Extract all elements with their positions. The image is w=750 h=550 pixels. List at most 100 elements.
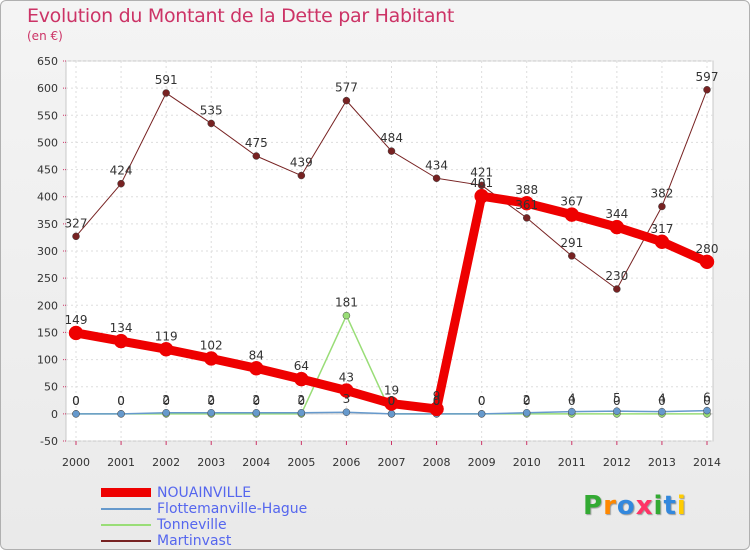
logo-letter: r [603,491,617,521]
legend-swatch [101,524,151,526]
data-label: 535 [200,103,223,117]
data-label: 0 [478,394,486,408]
data-label: 134 [110,321,133,335]
y-tick-label: 150 [37,326,58,339]
data-label: 181 [335,296,358,310]
logo-letter: x [635,491,654,521]
data-point-nouainville [564,207,580,222]
data-label: 421 [470,165,493,179]
logo-letter: P [583,491,604,521]
data-label: 439 [290,156,313,170]
proxiti-logo: Proxiti [583,491,687,521]
data-label: 102 [200,338,223,352]
data-point-martinvast [252,152,261,160]
y-tick-label: 450 [37,164,58,177]
data-point-martinvast [297,171,306,180]
logo-letter: t [663,491,677,521]
data-label: 0 [207,394,215,408]
data-label: 291 [560,236,583,250]
data-label: 2 [523,393,531,407]
data-label: 230 [605,269,628,283]
data-label: 317 [650,222,673,236]
x-tick-label: 2003 [197,456,225,469]
data-label: 0 [613,394,621,408]
data-label: 119 [155,329,178,343]
data-label: 2 [252,393,260,407]
data-label: 0 [478,394,486,408]
x-tick-label: 2013 [648,456,676,469]
data-label: 280 [696,242,719,256]
data-label: 0 [658,394,666,408]
data-point-martinvast [72,232,80,241]
x-tick-label: 2002 [152,456,180,469]
x-tick-label: 2011 [558,456,586,469]
data-label: 0 [117,394,125,408]
data-point-flottemanville-hague [703,406,711,415]
data-point-nouainville [203,351,219,366]
data-label: 4 [658,392,666,406]
data-point-flottemanville-hague [568,407,576,416]
data-label: 2 [207,393,215,407]
data-point-flottemanville-hague [342,408,351,416]
legend-label: Martinvast [157,533,232,549]
data-point-martinvast [568,252,576,260]
data-label: 149 [65,313,88,327]
data-label: 0 [433,394,441,408]
y-tick-label: 400 [37,191,58,204]
grid [65,60,714,442]
legend-swatch [101,488,151,497]
data-label: 484 [380,131,403,145]
data-point-martinvast [432,174,441,183]
data-label: 43 [339,371,354,385]
data-point-flottemanville-hague [207,409,215,417]
data-label: 19 [384,384,399,398]
x-tick-label: 2012 [603,456,631,469]
data-point-martinvast [207,119,215,128]
data-point-nouainville [113,333,129,349]
data-point-martinvast [703,86,711,94]
data-point-flottemanville-hague [252,409,261,417]
data-point-nouainville [158,342,174,357]
data-point-martinvast [658,202,666,211]
data-label: 5 [613,391,621,405]
data-point-martinvast [477,181,486,190]
legend-swatch [101,540,151,542]
data-point-martinvast [342,96,351,105]
data-label: 361 [515,198,538,212]
logo-letter: i [676,491,687,521]
data-point-nouainville [429,401,444,417]
data-point-martinvast [522,214,531,222]
data-point-martinvast [387,147,396,155]
data-point-flottemanville-hague [522,409,531,417]
plot-area [65,60,714,442]
data-point-martinvast [117,179,125,188]
data-point-nouainville [609,219,625,235]
data-label: 2 [162,393,170,407]
series-layer [68,86,715,418]
logo-letter: i [653,491,664,521]
data-point-flottemanville-hague [117,410,125,418]
data-label: 424 [110,164,133,178]
y-tick-label: 100 [37,354,58,367]
data-label: 591 [155,73,178,87]
x-tick-label: 2005 [287,456,315,469]
data-label: 2 [298,393,306,407]
data-point-flottemanville-hague [72,410,80,418]
y-tick-label: 300 [37,245,58,258]
data-point-flottemanville-hague [162,409,170,417]
y-tick-label: 550 [37,109,58,122]
legend-label: Tonneville [157,517,227,533]
data-label: 0 [568,394,576,408]
data-label: 0 [298,394,306,408]
chart-unit-label: (en €) [27,29,63,43]
x-tick-label: 2000 [62,456,90,469]
data-point-nouainville [249,361,264,376]
y-tick-label: 350 [37,218,58,231]
data-label: 0 [703,394,711,408]
data-label: 327 [65,216,88,230]
y-tick-label: 200 [37,299,58,312]
legend-label: NOUAINVILLE [157,485,252,501]
y-tick-label: 650 [37,55,58,68]
data-label: 64 [294,359,309,373]
